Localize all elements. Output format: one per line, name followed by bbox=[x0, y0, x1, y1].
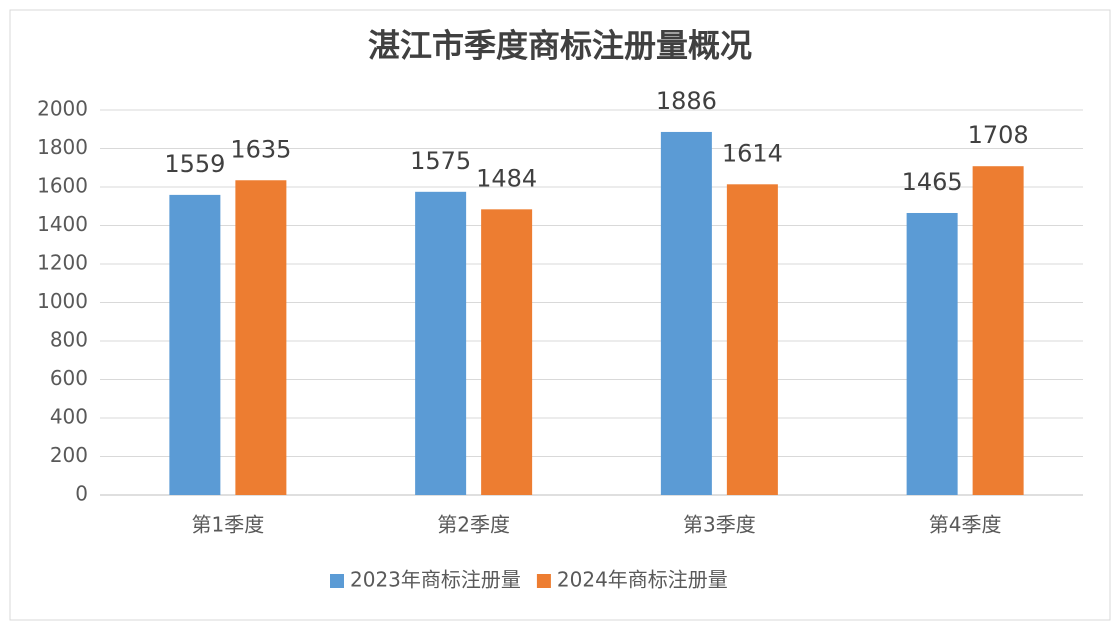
data-label: 1614 bbox=[722, 139, 783, 167]
legend-swatch bbox=[330, 574, 344, 588]
y-tick-label: 1600 bbox=[37, 174, 88, 198]
bar bbox=[415, 191, 467, 495]
bar bbox=[972, 166, 1024, 495]
y-tick-label: 1400 bbox=[37, 212, 88, 236]
data-label: 1484 bbox=[476, 164, 537, 192]
y-tick-label: 1200 bbox=[37, 251, 88, 275]
data-label: 1575 bbox=[410, 147, 471, 175]
y-tick-label: 400 bbox=[50, 405, 88, 429]
legend-label: 2023年商标注册量 bbox=[350, 568, 521, 592]
chart-title: 湛江市季度商标注册量概况 bbox=[368, 27, 752, 65]
legend-label: 2024年商标注册量 bbox=[557, 568, 728, 592]
data-label: 1559 bbox=[164, 150, 225, 178]
legend-swatch bbox=[536, 574, 551, 588]
data-label: 1708 bbox=[968, 121, 1029, 149]
data-label: 1465 bbox=[902, 168, 963, 196]
bar bbox=[726, 184, 778, 495]
y-tick-label: 1000 bbox=[37, 289, 88, 313]
y-tick-label: 600 bbox=[50, 366, 88, 390]
x-tick-label: 第3季度 bbox=[683, 513, 756, 537]
x-tick-label: 第1季度 bbox=[192, 513, 265, 537]
bar bbox=[235, 180, 287, 495]
bar bbox=[660, 131, 712, 495]
y-tick-label: 1800 bbox=[37, 135, 88, 159]
y-tick-label: 800 bbox=[50, 328, 88, 352]
bar bbox=[906, 212, 958, 496]
y-tick-label: 0 bbox=[75, 482, 88, 506]
x-tick-label: 第4季度 bbox=[929, 513, 1002, 537]
y-tick-label: 200 bbox=[50, 443, 88, 467]
bar bbox=[481, 209, 533, 495]
y-tick-label: 2000 bbox=[37, 97, 88, 121]
bar bbox=[169, 194, 221, 495]
data-label: 1635 bbox=[230, 135, 291, 163]
x-tick-label: 第2季度 bbox=[437, 513, 510, 537]
data-label: 1886 bbox=[656, 87, 717, 115]
